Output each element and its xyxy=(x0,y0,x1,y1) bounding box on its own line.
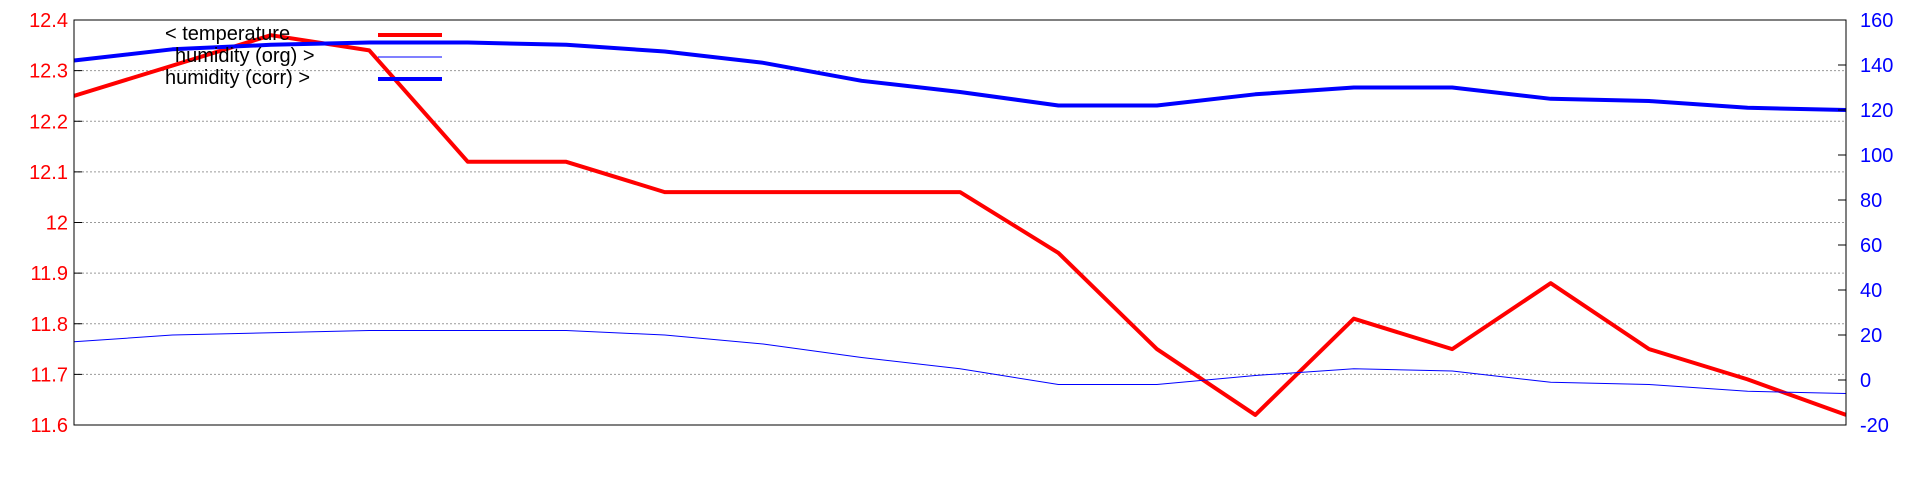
right-tick-label: 60 xyxy=(1860,235,1882,257)
left-tick-label: 11.6 xyxy=(31,415,68,437)
right-tick-label: 160 xyxy=(1860,10,1893,32)
right-tick-label: 120 xyxy=(1860,100,1893,122)
right-tick-label: 0 xyxy=(1860,370,1871,392)
left-tick-label: 11.9 xyxy=(31,263,68,285)
left-tick-label: 12.4 xyxy=(29,10,68,32)
legend-label: < temperature xyxy=(165,23,290,45)
left-tick-label: 12 xyxy=(46,213,68,235)
right-tick-label: -20 xyxy=(1860,415,1889,437)
right-tick-label: 80 xyxy=(1860,190,1882,212)
right-tick-label: 20 xyxy=(1860,325,1882,347)
right-tick-label: 40 xyxy=(1860,280,1882,302)
series-line-temperature xyxy=(73,33,1847,417)
gridlines xyxy=(74,70,1846,375)
series-lines xyxy=(73,33,1847,417)
right-tick-label: 100 xyxy=(1860,145,1893,167)
left-axis-ticks: 11.6 11.7 11.8 11.9 12 12.1 12.2 12.3 12.4 xyxy=(29,10,82,437)
left-tick-label: 11.8 xyxy=(31,314,68,336)
right-axis-ticks: -20 0 20 40 60 80 100 120 140 160 xyxy=(1838,10,1893,437)
left-tick-label: 12.2 xyxy=(29,111,68,133)
left-tick-label: 11.7 xyxy=(31,364,68,386)
series-line-humidity-corr xyxy=(73,40,1847,112)
left-tick-label: 12.3 xyxy=(29,61,68,83)
legend-label: humidity (corr) > xyxy=(165,67,310,89)
right-tick-label: 140 xyxy=(1860,55,1893,77)
series-line-humidity-org xyxy=(73,330,1847,394)
legend-label: humidity (org) > xyxy=(175,45,315,67)
left-tick-label: 12.1 xyxy=(29,162,68,184)
